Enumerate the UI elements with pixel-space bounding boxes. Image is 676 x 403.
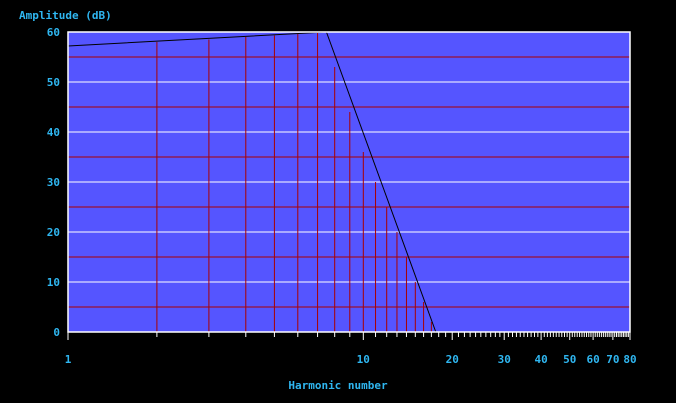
x-tick-label: 80	[623, 353, 636, 366]
x-tick-label: 50	[563, 353, 576, 366]
x-tick-label: 40	[534, 353, 547, 366]
y-tick-label: 50	[47, 76, 60, 89]
y-tick-label: 30	[47, 176, 60, 189]
y-tick-label: 0	[53, 326, 60, 339]
x-tick-labels: 1 10 20 30 40 50 60 70 80	[65, 353, 637, 366]
y-tick-label: 20	[47, 226, 60, 239]
x-tick-label: 1	[65, 353, 72, 366]
y-tick-labels: 0 10 20 30 40 50 60	[47, 26, 60, 339]
x-minor-ticks	[67, 332, 631, 340]
x-tick-label: 70	[606, 353, 619, 366]
harmonic-lines	[156, 33, 432, 332]
plot-border	[67, 31, 631, 333]
grid	[68, 56, 630, 308]
x-axis-title: Harmonic number	[288, 379, 388, 392]
y-tick-label: 10	[47, 276, 60, 289]
y-tick-label: 40	[47, 126, 60, 139]
y-axis-title: Amplitude (dB)	[19, 9, 112, 22]
y-tick-label: 60	[47, 26, 60, 39]
x-tick-label: 30	[498, 353, 511, 366]
x-tick-label: 60	[586, 353, 599, 366]
x-tick-label: 10	[357, 353, 370, 366]
x-tick-label: 20	[446, 353, 459, 366]
